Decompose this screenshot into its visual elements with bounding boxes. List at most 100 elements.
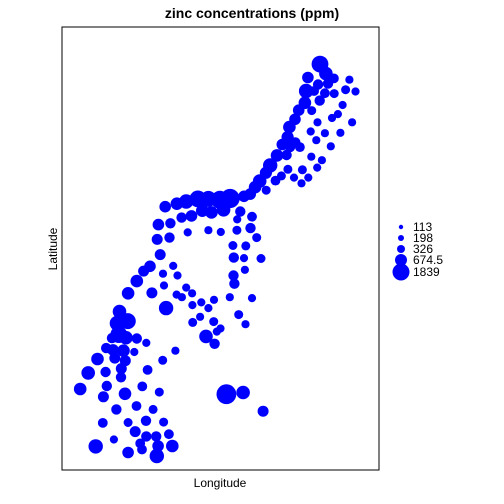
data-point [122, 446, 134, 459]
data-point [322, 78, 334, 89]
data-point [245, 222, 256, 234]
data-point [216, 384, 237, 405]
data-point [146, 287, 158, 299]
data-point [348, 118, 357, 127]
data-point [216, 203, 231, 217]
data-point [284, 141, 296, 153]
data-point [115, 363, 127, 375]
data-point [341, 85, 351, 95]
data-point [101, 380, 113, 392]
data-point [158, 269, 168, 278]
data-point [100, 366, 111, 378]
data-point [234, 310, 244, 320]
data-point [229, 278, 240, 289]
data-point [166, 439, 179, 453]
data-point [109, 435, 118, 444]
data-point [304, 173, 313, 182]
data-point [252, 233, 262, 243]
data-point [142, 338, 151, 347]
data-point [183, 228, 192, 237]
data-point [216, 227, 225, 237]
y-axis-label: Latitude [46, 227, 60, 270]
data-point [247, 294, 257, 303]
data-point [329, 89, 339, 99]
data-point [228, 252, 239, 263]
data-point [158, 355, 168, 365]
legend-symbol [392, 263, 410, 281]
data-point [199, 329, 213, 344]
data-point [327, 113, 337, 123]
legend-label: 198 [413, 231, 433, 245]
data-point [283, 164, 293, 174]
data-point [119, 330, 133, 345]
data-point [164, 429, 174, 440]
data-point [121, 287, 135, 300]
data-point [151, 431, 162, 442]
data-point [270, 149, 284, 162]
legend-symbol [395, 254, 407, 266]
data-point [189, 190, 207, 208]
data-point [173, 271, 182, 280]
data-point [106, 332, 118, 344]
data-point [123, 418, 133, 427]
data-point [336, 128, 345, 137]
data-point [320, 88, 330, 99]
data-point [314, 95, 325, 106]
data-point [238, 190, 250, 203]
data-point [165, 218, 176, 229]
data-point [109, 352, 121, 364]
data-point [159, 281, 169, 290]
data-point [212, 327, 221, 336]
data-point [176, 212, 187, 223]
data-point [131, 401, 142, 411]
data-point [97, 418, 108, 428]
legend-label: 326 [413, 242, 433, 256]
data-point [188, 317, 198, 327]
data-point [158, 300, 174, 316]
data-point [313, 118, 322, 127]
data-point [261, 185, 271, 195]
data-point [188, 289, 197, 298]
data-point [326, 142, 335, 151]
legend-label: 113 [413, 220, 432, 234]
data-point [141, 431, 152, 442]
data-point [228, 270, 239, 281]
data-point [131, 333, 142, 344]
data-point [154, 387, 164, 397]
data-point [138, 265, 150, 277]
data-point [247, 211, 257, 222]
data-point [312, 136, 321, 145]
data-point [148, 404, 158, 414]
data-point [111, 404, 122, 415]
legend-symbol [398, 224, 404, 230]
data-point [151, 233, 163, 245]
legend-symbol [398, 235, 404, 241]
data-point [170, 197, 184, 210]
data-point [239, 254, 249, 263]
data-point [204, 226, 213, 235]
data-point [232, 225, 242, 235]
data-point [196, 312, 205, 321]
data-point [295, 142, 305, 153]
data-points [73, 55, 360, 464]
data-point [140, 415, 152, 426]
data-point [298, 83, 314, 99]
data-point [130, 347, 139, 357]
legend-symbol [397, 245, 405, 253]
data-point [154, 249, 166, 261]
data-point [320, 129, 329, 138]
data-point [129, 426, 141, 438]
data-point [149, 448, 164, 464]
data-point [309, 86, 319, 96]
data-point [233, 215, 242, 224]
data-point [241, 320, 250, 329]
data-point [159, 200, 171, 213]
data-point [204, 304, 213, 313]
data-point [240, 265, 249, 274]
data-point [171, 346, 180, 355]
data-point [241, 241, 251, 251]
data-point [73, 382, 87, 396]
data-point [164, 232, 175, 243]
